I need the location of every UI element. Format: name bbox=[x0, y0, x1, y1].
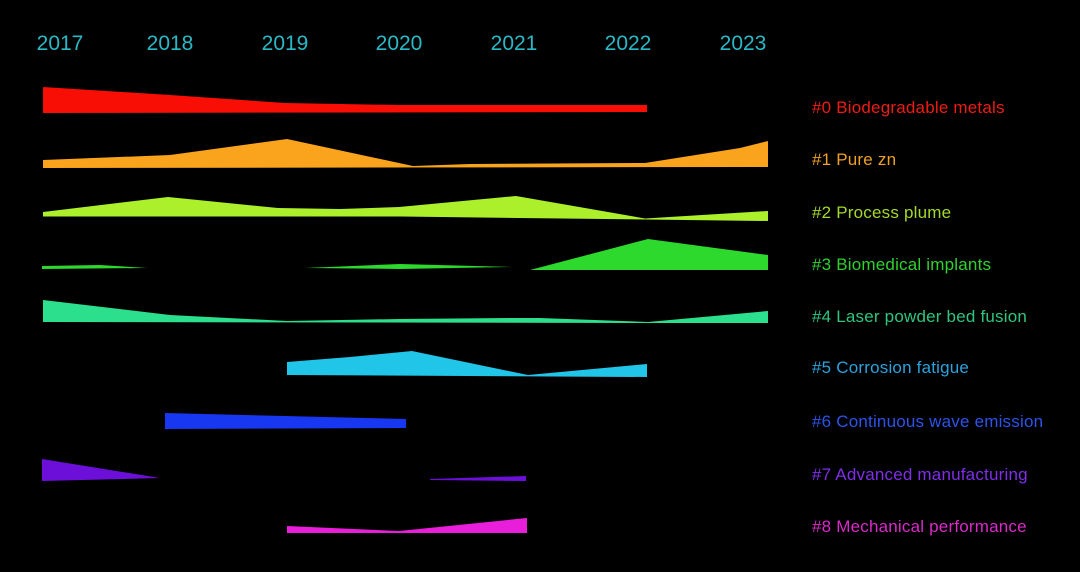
year-label-2019: 2019 bbox=[262, 32, 309, 55]
stream-shape-6 bbox=[165, 413, 406, 429]
stream-shape-7 bbox=[42, 459, 160, 481]
stream-shape-3 bbox=[530, 239, 768, 270]
year-label-2018: 2018 bbox=[147, 32, 194, 55]
stream-shape-0 bbox=[43, 87, 647, 113]
year-label-2023: 2023 bbox=[720, 32, 767, 55]
stream-shape-3 bbox=[305, 264, 512, 269]
stream-shape-1 bbox=[43, 139, 768, 168]
stream-shape-4 bbox=[43, 300, 768, 323]
stream-shape-2 bbox=[43, 196, 768, 221]
year-label-2022: 2022 bbox=[605, 32, 652, 55]
year-label-2017: 2017 bbox=[37, 32, 84, 55]
year-label-2020: 2020 bbox=[376, 32, 423, 55]
stream-shape-8 bbox=[287, 518, 527, 533]
stream-shape-3 bbox=[42, 265, 147, 269]
year-label-2021: 2021 bbox=[491, 32, 538, 55]
stream-shape-5 bbox=[287, 351, 647, 377]
stream-shape-7 bbox=[430, 476, 526, 481]
